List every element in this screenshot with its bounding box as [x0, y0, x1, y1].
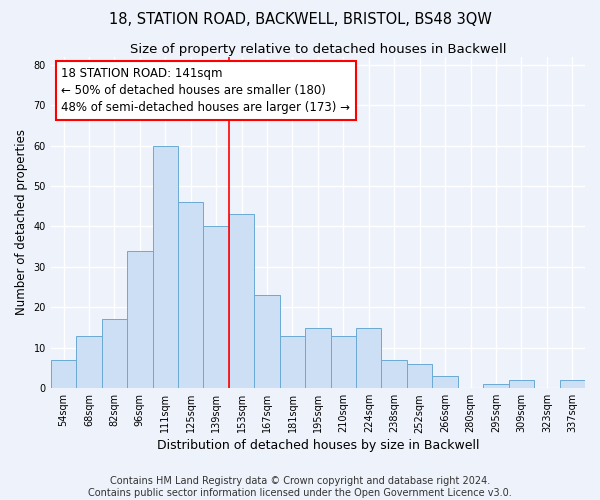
Text: 18, STATION ROAD, BACKWELL, BRISTOL, BS48 3QW: 18, STATION ROAD, BACKWELL, BRISTOL, BS4…	[109, 12, 491, 28]
Text: Contains HM Land Registry data © Crown copyright and database right 2024.
Contai: Contains HM Land Registry data © Crown c…	[88, 476, 512, 498]
Bar	[254, 295, 280, 388]
Bar	[76, 336, 101, 388]
Bar	[229, 214, 254, 388]
Y-axis label: Number of detached properties: Number of detached properties	[15, 130, 28, 316]
Bar	[280, 336, 305, 388]
Bar	[203, 226, 229, 388]
Title: Size of property relative to detached houses in Backwell: Size of property relative to detached ho…	[130, 42, 506, 56]
X-axis label: Distribution of detached houses by size in Backwell: Distribution of detached houses by size …	[157, 440, 479, 452]
Text: 18 STATION ROAD: 141sqm
← 50% of detached houses are smaller (180)
48% of semi-d: 18 STATION ROAD: 141sqm ← 50% of detache…	[61, 66, 350, 114]
Bar	[305, 328, 331, 388]
Bar	[152, 146, 178, 388]
Bar	[433, 376, 458, 388]
Bar	[331, 336, 356, 388]
Bar	[382, 360, 407, 388]
Bar	[356, 328, 382, 388]
Bar	[407, 364, 433, 388]
Bar	[483, 384, 509, 388]
Bar	[178, 202, 203, 388]
Bar	[127, 250, 152, 388]
Bar	[51, 360, 76, 388]
Bar	[509, 380, 534, 388]
Bar	[560, 380, 585, 388]
Bar	[101, 320, 127, 388]
